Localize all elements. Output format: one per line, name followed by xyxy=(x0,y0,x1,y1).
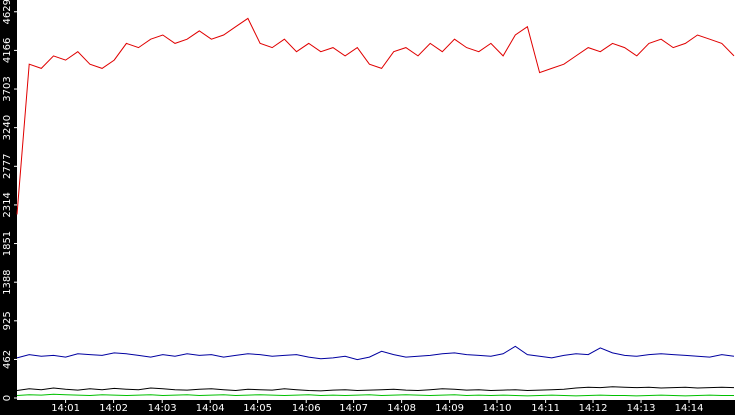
y-tick-label: 0 xyxy=(2,395,13,401)
y-tick-label: 1388 xyxy=(2,269,13,294)
x-tick-label: 14:01 xyxy=(51,403,80,414)
y-tick-label: 4629 xyxy=(2,0,13,24)
x-tick-label: 14:05 xyxy=(243,403,272,414)
y-tick-label: 2314 xyxy=(2,192,13,217)
y-tick-label: 2777 xyxy=(2,154,13,179)
x-tick-label: 14:14 xyxy=(675,403,704,414)
x-tick-label: 14:03 xyxy=(148,403,177,414)
x-tick-label: 14:10 xyxy=(483,403,512,414)
x-tick-label: 14:12 xyxy=(579,403,608,414)
series-line xyxy=(16,386,735,392)
y-tick-label: 1851 xyxy=(2,231,13,256)
x-tick-label: 14:09 xyxy=(435,403,464,414)
x-tick-label: 14:08 xyxy=(387,403,416,414)
y-tick-label: 3240 xyxy=(2,115,13,140)
series-line xyxy=(16,393,734,397)
series-line xyxy=(16,17,735,215)
y-tick-label: 462 xyxy=(2,350,13,369)
x-tick-label: 14:07 xyxy=(339,403,368,414)
series-line xyxy=(16,345,735,361)
x-tick-label: 14:06 xyxy=(292,403,321,414)
y-tick-label: 925 xyxy=(2,311,13,330)
x-tick-label: 14:02 xyxy=(99,403,128,414)
x-tick-label: 14:11 xyxy=(531,403,560,414)
plot-area xyxy=(17,0,735,400)
y-tick-label: 3703 xyxy=(2,76,13,101)
x-tick-label: 14:13 xyxy=(627,403,656,414)
x-tick-label: 14:04 xyxy=(196,403,225,414)
y-tick-label: 4166 xyxy=(2,38,13,63)
